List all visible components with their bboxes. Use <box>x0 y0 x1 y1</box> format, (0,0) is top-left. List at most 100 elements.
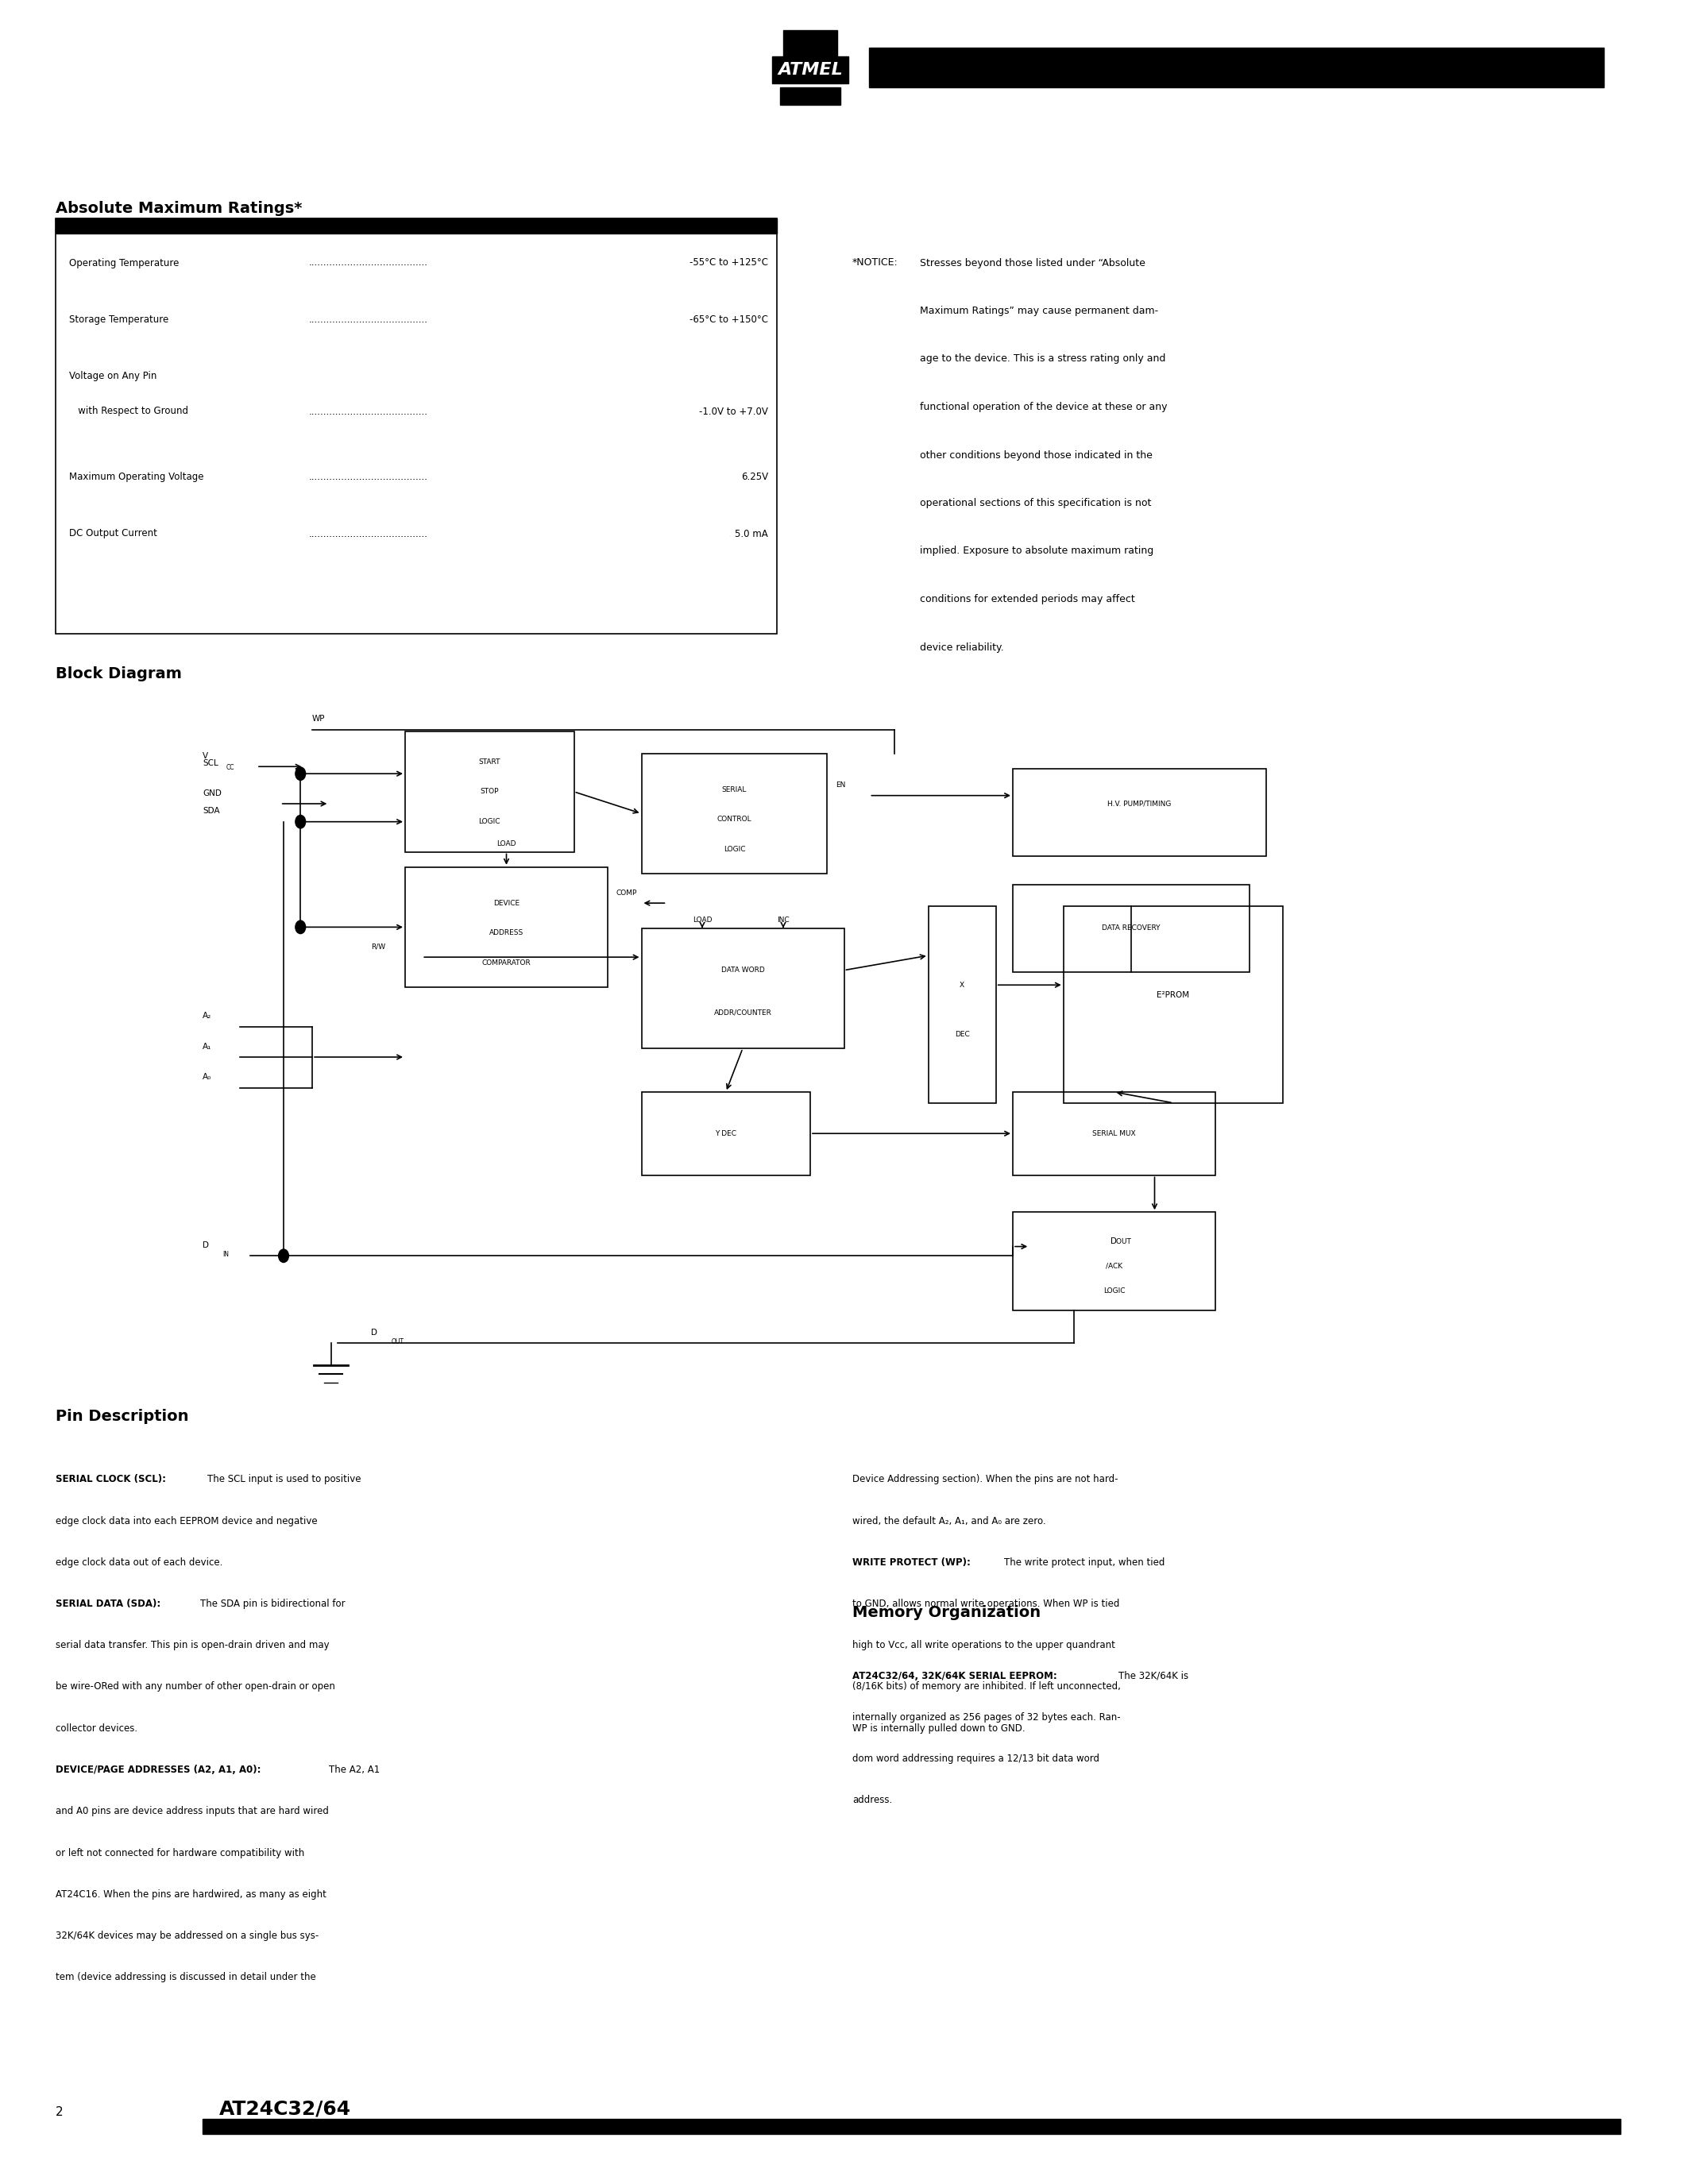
Text: The write protect input, when tied: The write protect input, when tied <box>1004 1557 1165 1568</box>
Text: D: D <box>1111 1238 1117 1245</box>
Bar <box>641 753 827 874</box>
Bar <box>783 31 837 57</box>
Text: STOP: STOP <box>479 788 500 795</box>
Text: SERIAL: SERIAL <box>722 786 746 793</box>
Text: -1.0V to +7.0V: -1.0V to +7.0V <box>694 406 763 417</box>
Text: -65°C to +150°C: -65°C to +150°C <box>689 314 768 325</box>
Text: *NOTICE:: *NOTICE: <box>852 258 898 269</box>
Bar <box>1013 1092 1215 1175</box>
Text: CONTROL: CONTROL <box>717 817 751 823</box>
Text: Operating Temperature: Operating Temperature <box>69 258 179 269</box>
Text: SCL: SCL <box>203 760 218 767</box>
Text: Stresses beyond those listed under “Absolute: Stresses beyond those listed under “Abso… <box>920 258 1146 269</box>
Text: Operating Temperature: Operating Temperature <box>69 258 179 269</box>
Text: Memory Organization: Memory Organization <box>852 1605 1041 1621</box>
Text: LOGIC: LOGIC <box>479 819 500 826</box>
Text: ATMEL: ATMEL <box>778 61 842 79</box>
Text: and A0 pins are device address inputs that are hard wired: and A0 pins are device address inputs th… <box>56 1806 329 1817</box>
Bar <box>1013 1212 1215 1310</box>
Text: Maximum Ratings” may cause permanent dam-: Maximum Ratings” may cause permanent dam… <box>920 306 1158 317</box>
Text: to GND, allows normal write operations. When WP is tied: to GND, allows normal write operations. … <box>852 1599 1119 1610</box>
Bar <box>1013 769 1266 856</box>
Bar <box>641 1092 810 1175</box>
Bar <box>1013 885 1249 972</box>
Text: Pin Description: Pin Description <box>56 1409 189 1424</box>
Text: 2: 2 <box>56 2108 64 2118</box>
Text: AT24C32/64, 32K/64K SERIAL EEPROM:: AT24C32/64, 32K/64K SERIAL EEPROM: <box>852 1671 1060 1682</box>
Text: START: START <box>479 758 500 764</box>
Text: D: D <box>203 1241 209 1249</box>
Text: functional operation of the device at these or any: functional operation of the device at th… <box>920 402 1168 413</box>
Circle shape <box>295 922 306 935</box>
Text: operational sections of this specification is not: operational sections of this specificati… <box>920 498 1151 509</box>
Bar <box>405 732 574 852</box>
Text: -65°C to +150°C: -65°C to +150°C <box>684 314 763 325</box>
Text: WP is internally pulled down to GND.: WP is internally pulled down to GND. <box>852 1723 1025 1734</box>
Text: ........................................: ........................................ <box>309 529 429 539</box>
Text: edge clock data out of each device.: edge clock data out of each device. <box>56 1557 223 1568</box>
Text: with Respect to Ground: with Respect to Ground <box>69 406 189 417</box>
Text: conditions for extended periods may affect: conditions for extended periods may affe… <box>920 594 1134 605</box>
Text: 5.0 mA: 5.0 mA <box>734 529 768 539</box>
Text: V: V <box>203 751 208 760</box>
Circle shape <box>279 1249 289 1262</box>
Text: ........................................: ........................................ <box>309 406 429 417</box>
Text: SERIAL CLOCK (SCL):: SERIAL CLOCK (SCL): <box>56 1474 169 1485</box>
Text: ........................................: ........................................ <box>309 472 429 483</box>
Bar <box>869 48 1604 87</box>
Text: A₁: A₁ <box>203 1042 211 1051</box>
Text: ........................................: ........................................ <box>309 258 429 269</box>
Bar <box>641 928 844 1048</box>
Bar <box>780 87 841 105</box>
Text: AT24C16. When the pins are hardwired, as many as eight: AT24C16. When the pins are hardwired, as… <box>56 1889 326 1900</box>
Text: device reliability.: device reliability. <box>920 642 1004 653</box>
Bar <box>405 867 608 987</box>
Text: high to Vᴄᴄ, all write operations to the upper quandrant: high to Vᴄᴄ, all write operations to the… <box>852 1640 1116 1651</box>
Text: 5.0 mA: 5.0 mA <box>729 529 763 539</box>
Text: ATMEL: ATMEL <box>778 61 842 79</box>
Text: COMP: COMP <box>616 889 636 898</box>
Text: age to the device. This is a stress rating only and: age to the device. This is a stress rati… <box>920 354 1166 365</box>
Text: SDA: SDA <box>203 808 219 815</box>
Bar <box>928 906 996 1103</box>
Text: A₂: A₂ <box>203 1011 211 1020</box>
Text: edge clock data into each EEPROM device and negative: edge clock data into each EEPROM device … <box>56 1516 317 1527</box>
Text: A₀: A₀ <box>203 1072 211 1081</box>
Text: INC: INC <box>776 917 790 924</box>
Text: Y DEC: Y DEC <box>716 1129 736 1138</box>
Text: R/W: R/W <box>371 943 387 950</box>
Bar <box>1063 906 1283 1103</box>
Text: LOGIC: LOGIC <box>1104 1286 1124 1295</box>
Text: The SCL input is used to positive: The SCL input is used to positive <box>208 1474 361 1485</box>
Bar <box>56 218 776 234</box>
Text: LOGIC: LOGIC <box>724 845 744 854</box>
Text: OUT: OUT <box>392 1339 405 1345</box>
Text: LOAD: LOAD <box>496 841 517 847</box>
Text: IN: IN <box>223 1251 230 1258</box>
Text: DC Output Current: DC Output Current <box>69 529 157 539</box>
Text: dom word addressing requires a 12/13 bit data word: dom word addressing requires a 12/13 bit… <box>852 1754 1099 1765</box>
Text: /ACK: /ACK <box>1106 1262 1123 1269</box>
Text: -55°C to +125°C: -55°C to +125°C <box>689 258 768 269</box>
Text: ADDRESS: ADDRESS <box>490 930 523 937</box>
Text: or left not connected for hardware compatibility with: or left not connected for hardware compa… <box>56 1848 304 1859</box>
Text: -1.0V to +7.0V: -1.0V to +7.0V <box>699 406 768 417</box>
Text: CC: CC <box>226 764 235 771</box>
Text: -55°C to +125°C: -55°C to +125°C <box>684 258 763 269</box>
Text: SERIAL DATA (SDA):: SERIAL DATA (SDA): <box>56 1599 164 1610</box>
Bar <box>56 218 776 633</box>
Text: The A2, A1: The A2, A1 <box>329 1765 380 1776</box>
Text: E²PROM: E²PROM <box>1156 992 1190 998</box>
Text: with Respect to Ground: with Respect to Ground <box>69 406 189 417</box>
Text: serial data transfer. This pin is open-drain driven and may: serial data transfer. This pin is open-d… <box>56 1640 329 1651</box>
Circle shape <box>295 767 306 780</box>
Text: address.: address. <box>852 1795 893 1806</box>
Text: AT24C32/64: AT24C32/64 <box>219 2099 351 2118</box>
Text: Voltage on Any Pin: Voltage on Any Pin <box>69 371 157 382</box>
Text: Maximum Operating Voltage: Maximum Operating Voltage <box>69 472 204 483</box>
Text: The 32K/64K is: The 32K/64K is <box>1117 1671 1188 1682</box>
Text: 6.25V: 6.25V <box>741 472 768 483</box>
Text: EN: EN <box>836 782 846 788</box>
Text: COMPARATOR: COMPARATOR <box>481 959 532 968</box>
Text: Absolute Maximum Ratings*: Absolute Maximum Ratings* <box>56 201 302 216</box>
